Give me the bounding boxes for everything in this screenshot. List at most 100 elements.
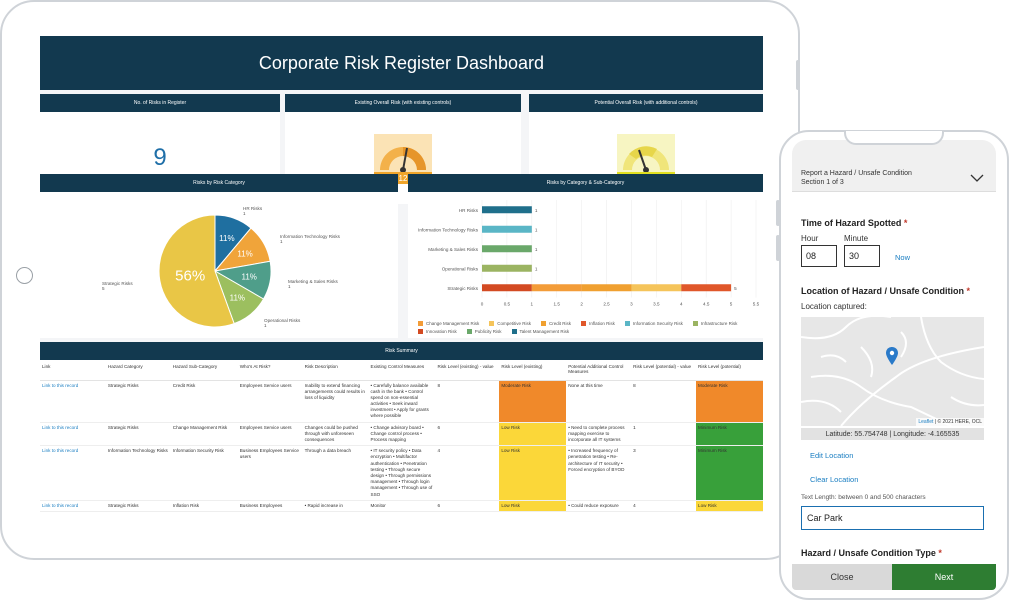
type-question: Hazard / Unsafe Condition Type * [801,548,942,558]
bar-x-tick-label: 0.5 [504,302,511,307]
bar-chart: 0 0.5 1 1.5 2 2.5 3 3.5 4 4.5 5 5.5 HR Risks 1 Informa… [418,200,760,307]
cell-desc: Inability to extend financing arrangemen… [302,380,369,423]
record-link[interactable]: Link to this record [42,502,79,508]
location-map[interactable]: Leaflet | © 2021 HERE, OCL [801,317,984,426]
bar-value-label: 1 [535,247,538,252]
bar-value-label: 1 [535,227,538,232]
bar-x-tick-label: 4.5 [703,302,710,307]
clear-location-link[interactable]: Clear Location [810,475,859,484]
legend-item[interactable]: Publicity Risk [466,329,502,334]
legend-item[interactable]: Talent Management Risk [511,329,570,334]
close-button[interactable]: Close [792,564,892,590]
bar-segment[interactable] [531,284,582,292]
cell-desc: • Rapid increase in [302,500,369,512]
cell-additional: • Increased frequency of penetration tes… [566,445,632,501]
bar-category-label: Marketing & Sales Risks [428,247,478,252]
record-link[interactable]: Link to this record [42,448,79,454]
table-column-header: Hazard Category [105,360,171,381]
legend-item[interactable]: Innovation Risk [418,329,457,334]
cell-ev: 6 [435,500,500,512]
cell-who: Business Employees Service users [237,445,303,501]
table-column-header: Potential Additional Control Measures [566,360,632,381]
risk-summary-header: Risk Summary [40,342,763,360]
pie-category-label: HR Risks [243,206,263,211]
bar-segment[interactable] [581,284,632,292]
pie-count-label: 5 [102,286,105,291]
cell-sub: Change Management Risk [170,422,238,447]
bar-segment[interactable] [482,264,532,272]
bar-x-tick-label: 1 [531,302,534,307]
cell-sub: Information Security Risk [170,445,238,501]
legend-item[interactable]: Change Management Risk [418,321,479,326]
bar-segment[interactable] [681,284,732,292]
bar-segment[interactable] [482,284,532,292]
record-link[interactable]: Link to this record [42,424,79,430]
legend-item[interactable]: Information Security Risk [624,321,683,326]
location-question: Location of Hazard / Unsafe Condition * [801,286,991,296]
legend-label: Credit Risk [549,321,572,326]
legend-item[interactable]: Infrastructure Risk [692,321,737,326]
pie-category-label: Marketing & Sales Risks [288,279,338,284]
bar-segment[interactable] [482,206,532,214]
legend-item[interactable]: Credit Risk [541,321,571,326]
bar-x-tick-label: 5 [730,302,733,307]
bar-value-label: 1 [535,208,538,213]
cell-category: Information Technology Risks [105,445,171,501]
chevron-down-icon[interactable] [970,173,984,187]
location-pin-icon[interactable] [886,347,898,370]
pie-percent-label: 56% [175,267,205,284]
legend-item[interactable]: Competitive Risk [489,321,531,326]
dashboard-title: Corporate Risk Register Dashboard [40,36,763,90]
cell-controls: • IT security policy • Data encryption •… [368,445,436,501]
now-button[interactable]: Now [895,253,911,262]
leaflet-link[interactable]: Leaflet [918,419,934,425]
table-column-header: Risk Level (existing) [499,360,567,381]
cell-pv: 1 [631,422,697,447]
legend-item[interactable]: Inflation Risk [581,321,615,326]
table-row: Link to this record Strategic Risks Inflat… [40,500,763,512]
cell-who: Employees Service users [237,422,303,447]
kpi-count-value: 9 [153,144,167,171]
table-column-header: Risk Level (existing) - value [435,360,500,381]
cell-pl: Minimum Risk [696,445,763,501]
bar-category-label: Strategic Risks [447,286,478,291]
legend-swatch [418,321,423,326]
bar-segment[interactable] [631,284,682,292]
bar-x-tick-label: 4 [680,302,683,307]
pie-count-label: 1 [280,239,283,244]
minute-input[interactable]: 30 [844,245,880,267]
cell-additional: • Could reduce exposure [566,500,632,512]
bar-segment[interactable] [482,245,532,253]
legend-label: Inflation Risk [589,321,615,326]
kpi-header-count: No. of Risks in Register [40,94,280,112]
pie-count-label: 1 [288,284,291,289]
phone-volume-up [776,200,780,226]
required-mark: * [966,286,971,296]
next-button[interactable]: Next [892,564,996,590]
location-text-input[interactable]: Car Park [801,506,984,530]
cell-desc: Through a data breach [302,445,369,501]
record-link[interactable]: Link to this record [42,382,79,388]
cell-pl: Low Risk [696,500,763,512]
form-header[interactable]: Report a Hazard / Unsafe Condition Secti… [792,140,996,192]
time-question: Time of Hazard Spotted * [801,218,907,228]
legend-swatch [581,321,587,326]
bar-segment[interactable] [482,225,532,233]
location-question-label: Location of Hazard / Unsafe Condition [801,286,965,296]
cell-pl: Moderate Risk [696,380,763,423]
legend-swatch [541,321,547,326]
legend-swatch [489,321,495,326]
edit-location-link[interactable]: Edit Location [810,451,854,460]
required-mark: * [903,218,908,228]
table-column-header: Link [40,360,106,381]
home-button[interactable] [16,267,33,284]
hour-input[interactable]: 08 [801,245,837,267]
type-question-label: Hazard / Unsafe Condition Type [801,548,936,558]
risk-summary-table: Link Hazard Category Hazard Sub-Category Wh… [40,360,763,512]
cell-additional: None at this time [566,380,632,423]
legend-label: Information Security Risk [632,321,683,326]
legend-swatch [692,321,698,326]
pie-slice[interactable] [158,214,235,328]
legend-label: Talent Management Risk [519,329,570,334]
bar-chart-header: Risks by Category & Sub-Category [408,174,763,192]
